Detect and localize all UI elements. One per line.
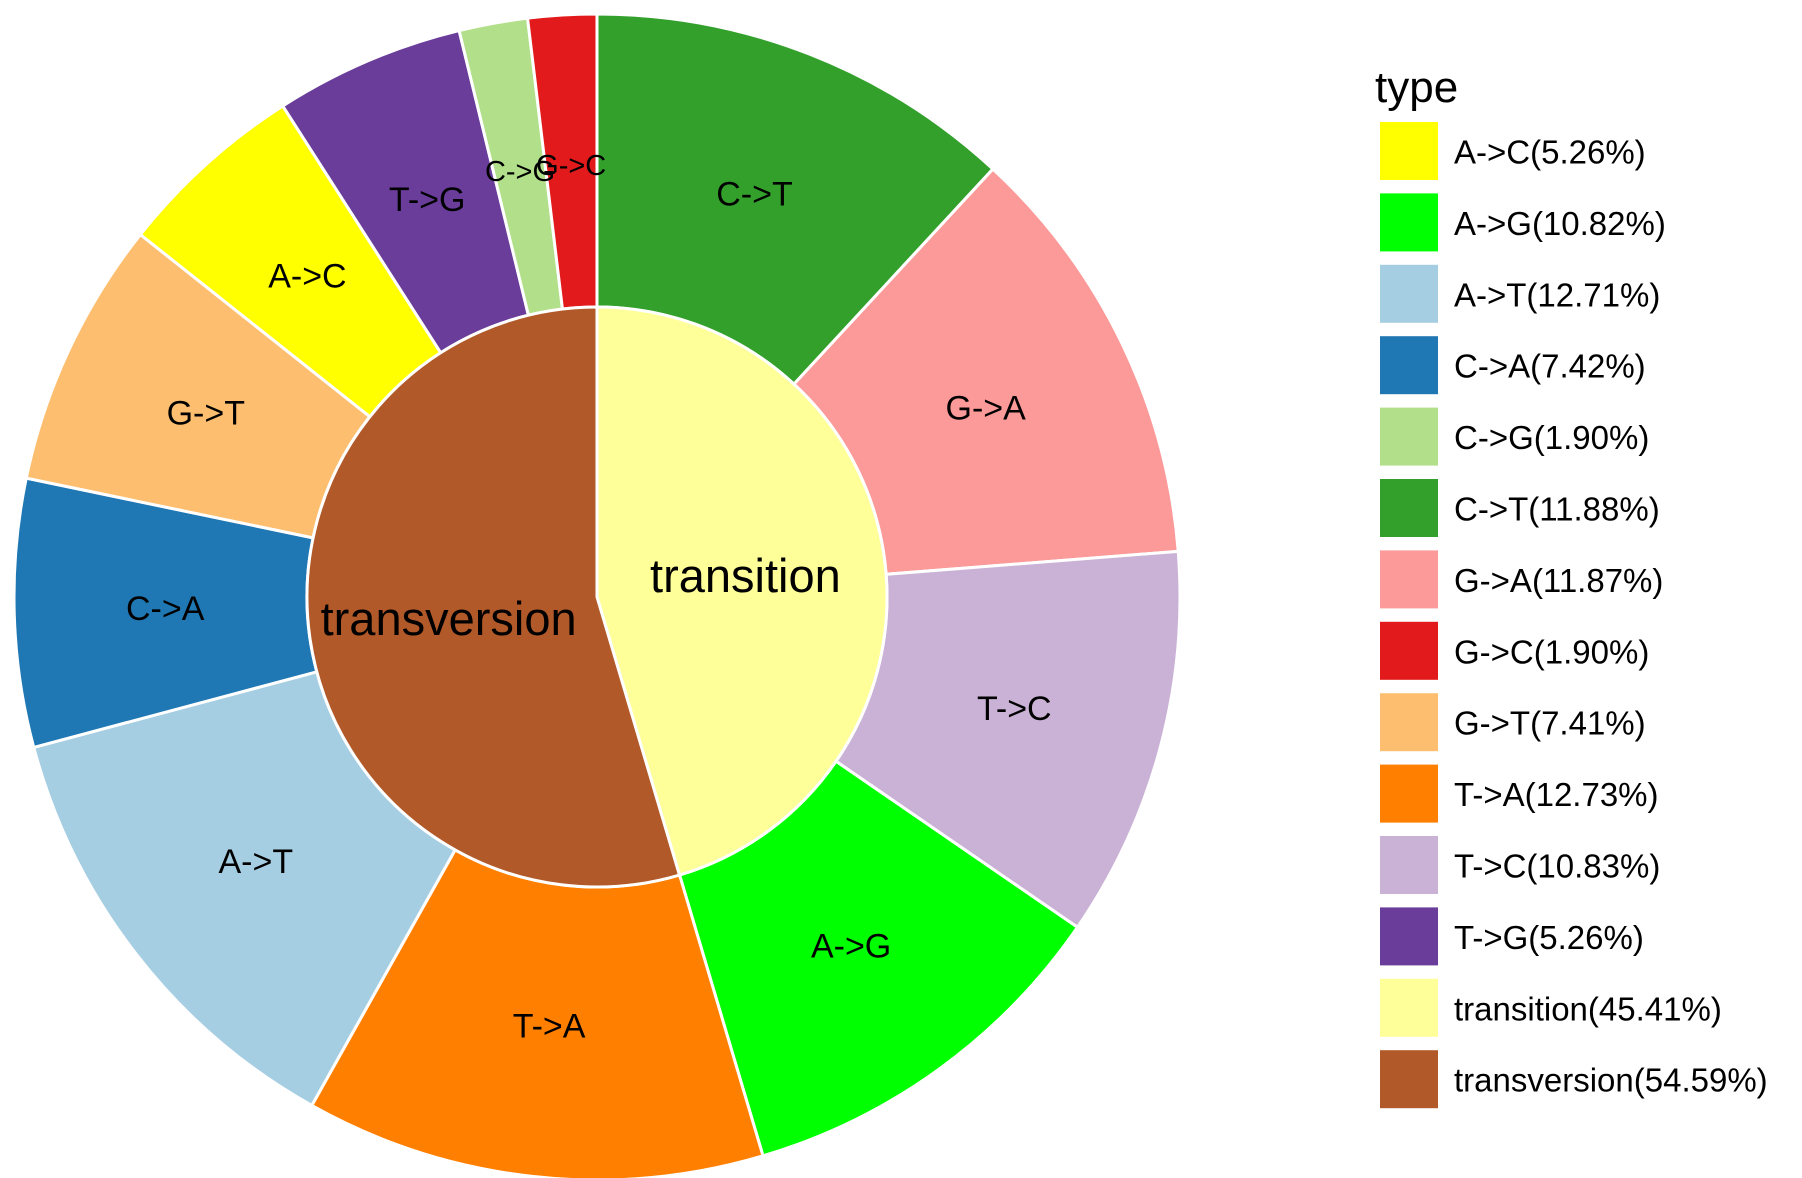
outer-label-a-to-g: A->G [811,927,891,965]
legend-label-g-to-t-7-41: G->T(7.41%) [1454,705,1646,742]
legend-item-c-to-g-1-90: C->G(1.90%) [1380,407,1649,466]
legend-swatch-t-to-g-5-26 [1380,907,1438,966]
legend: type A->C(5.26%) A->G(10.82%) A->T(12.71%)… [1375,63,1768,1109]
inner-slice-transversion [305,305,682,889]
legend-swatch-a-to-c-5-26 [1380,122,1438,180]
legend-swatch-transversion-54-59 [1380,1050,1438,1109]
legend-swatch-g-to-c-1-90 [1380,621,1438,680]
legend-label-t-to-a-12-73: T->A(12.73%) [1454,776,1659,813]
legend-item-a-to-t-12-71: A->T(12.71%) [1380,264,1660,323]
outer-ring-labels: C->T G->A T->C A->G T->A A->T C->A G->T A->C T->G… [126,150,1052,1046]
outer-label-t-to-c: T->C [977,690,1052,728]
legend-items: A->C(5.26%) A->G(10.82%) A->T(12.71%) C->A(… [1380,122,1768,1109]
outer-label-g-to-c: G->C [536,150,606,182]
legend-label-g-to-c-1-90: G->C(1.90%) [1454,633,1649,670]
outer-label-g-to-t: G->T [167,395,245,433]
legend-label-t-to-g-5-26: T->G(5.26%) [1454,919,1644,956]
outer-label-a-to-c: A->C [268,257,346,295]
outer-label-c-to-g: C->G [485,156,555,188]
legend-label-a-to-t-12-71: A->T(12.71%) [1454,276,1660,313]
legend-swatch-c-to-t-11-88 [1380,479,1438,537]
legend-item-t-to-g-5-26: T->G(5.26%) [1380,907,1644,966]
legend-swatch-a-to-t-12-71 [1380,264,1438,323]
legend-item-t-to-c-10-83: T->C(10.83%) [1380,836,1660,894]
legend-item-transition-45-41: transition(45.41%) [1380,978,1722,1037]
outer-label-a-to-t: A->T [218,843,293,881]
legend-swatch-g-to-t-7-41 [1380,693,1438,752]
outer-label-t-to-a: T->A [513,1007,586,1045]
legend-label-a-to-g-10-82: A->G(10.82%) [1454,205,1666,242]
legend-item-g-to-a-11-87: G->A(11.87%) [1380,550,1663,609]
legend-swatch-transition-45-41 [1380,978,1438,1037]
legend-label-transversion-54-59: transversion(54.59%) [1454,1062,1768,1099]
legend-label-c-to-t-11-88: C->T(11.88%) [1454,491,1660,528]
legend-label-c-to-a-7-42: C->A(7.42%) [1454,348,1646,385]
inner-slice-transition [595,305,889,877]
legend-label-c-to-g-1-90: C->G(1.90%) [1454,419,1649,456]
legend-label-t-to-c-10-83: T->C(10.83%) [1454,848,1660,885]
legend-label-g-to-a-11-87: G->A(11.87%) [1454,562,1663,599]
inner-label-transition: transition [650,549,841,602]
legend-item-g-to-c-1-90: G->C(1.90%) [1380,621,1649,680]
legend-item-c-to-t-11-88: C->T(11.88%) [1380,479,1660,537]
inner-ring-labels: transition transversion [321,549,841,645]
legend-swatch-c-to-a-7-42 [1380,336,1438,395]
legend-swatch-c-to-g-1-90 [1380,407,1438,466]
inner-ring [305,305,889,889]
legend-item-a-to-c-5-26: A->C(5.26%) [1380,122,1646,180]
legend-item-t-to-a-12-73: T->A(12.73%) [1380,764,1659,823]
legend-item-transversion-54-59: transversion(54.59%) [1380,1050,1768,1109]
inner-label-transversion: transversion [321,592,577,645]
legend-item-g-to-t-7-41: G->T(7.41%) [1380,693,1646,752]
legend-swatch-t-to-c-10-83 [1380,836,1438,894]
legend-label-a-to-c-5-26: A->C(5.26%) [1454,134,1646,171]
legend-swatch-a-to-g-10-82 [1380,193,1438,252]
legend-swatch-t-to-a-12-73 [1380,764,1438,823]
legend-title: type [1375,63,1458,112]
outer-label-c-to-a: C->A [126,590,205,628]
legend-swatch-g-to-a-11-87 [1380,550,1438,609]
outer-label-c-to-t: C->T [716,176,793,214]
outer-label-t-to-g: T->G [389,181,466,219]
legend-label-transition-45-41: transition(45.41%) [1454,990,1722,1027]
outer-label-g-to-a: G->A [946,390,1027,428]
legend-item-a-to-g-10-82: A->G(10.82%) [1380,193,1666,252]
legend-item-c-to-a-7-42: C->A(7.42%) [1380,336,1646,395]
